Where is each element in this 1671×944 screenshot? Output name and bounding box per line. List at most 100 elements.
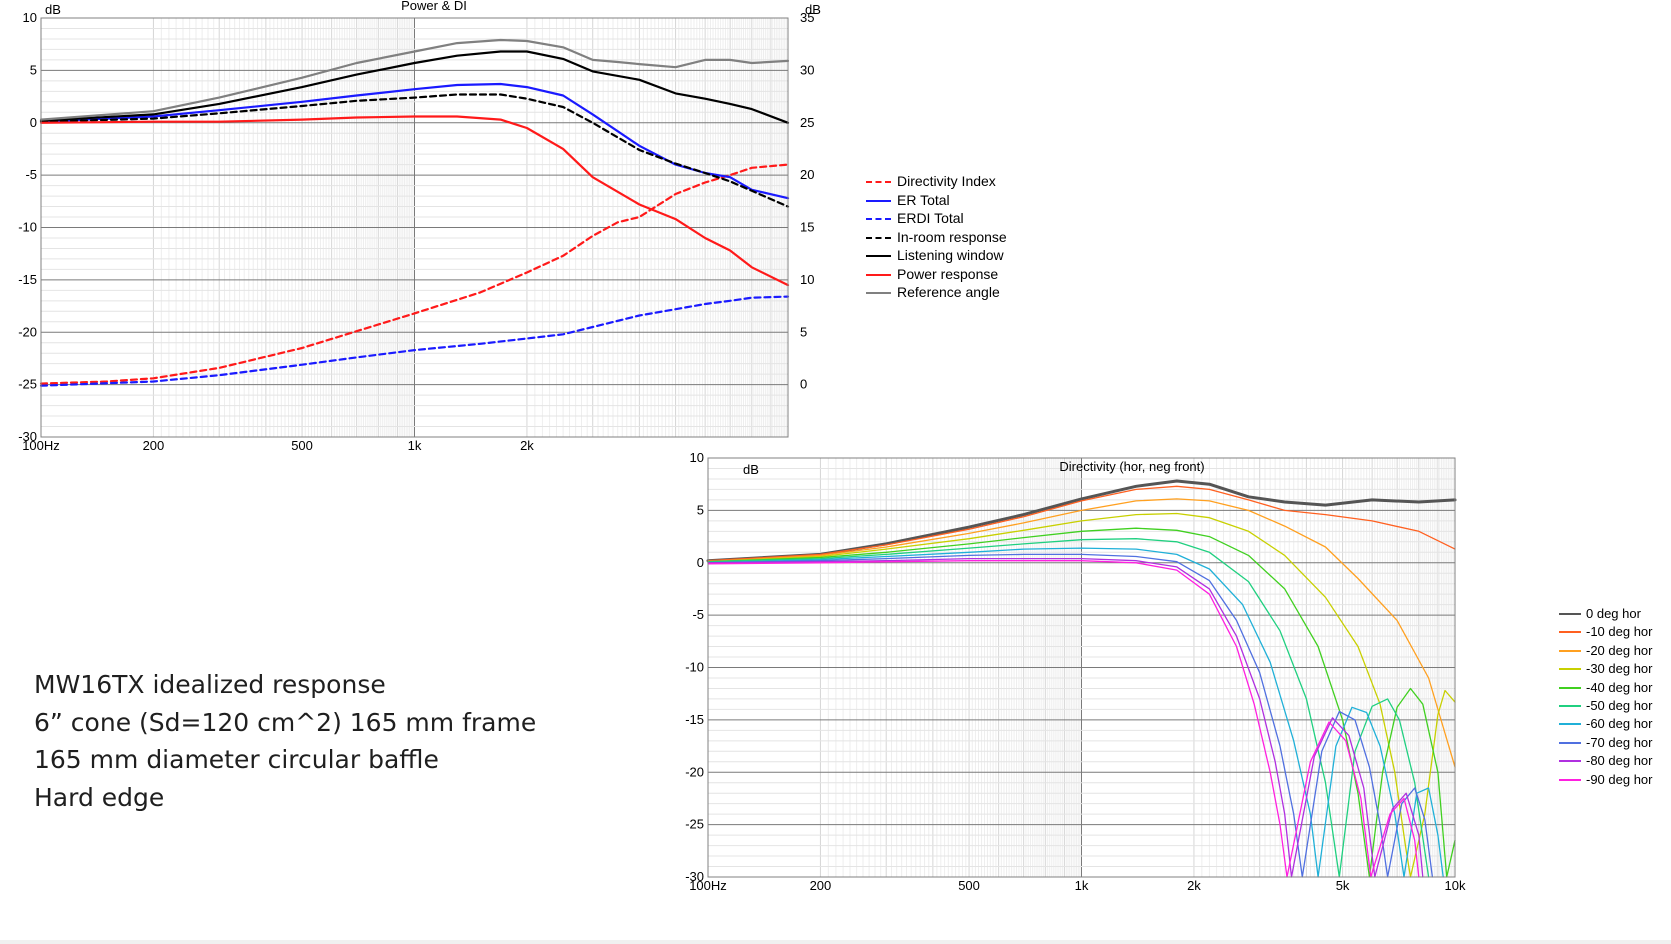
series-line-0-deg-hor — [706, 479, 1457, 563]
legend-swatch — [1559, 760, 1581, 763]
series-line--90-deg-hor — [707, 560, 1420, 878]
legend-label: -70 deg hor — [1586, 734, 1653, 750]
directivity-grid — [708, 457, 1455, 878]
power-di-title: Power & DI — [401, 0, 467, 13]
y-right-tick-label: 25 — [800, 115, 814, 130]
series-line-power-response — [39, 115, 790, 287]
legend-label: -60 deg hor — [1586, 716, 1653, 732]
series-line--20-deg-hor — [707, 498, 1456, 768]
legend-label: -30 deg hor — [1586, 661, 1653, 677]
y-tick-label: -20 — [685, 764, 704, 779]
series-line-reference-angle — [39, 38, 790, 121]
legend-swatch — [866, 199, 891, 202]
power-di-ylabel-right: dB — [805, 2, 821, 17]
legend-swatch — [1559, 631, 1581, 634]
legend-label: Directivity Index — [897, 173, 996, 189]
power-di-chart: Power & DI dB dB 10 5 0 -5 -10 -15 -20 -25 -30 3… — [18, 0, 821, 453]
y-right-tick-label: 5 — [800, 324, 807, 339]
x-tick-label: 2k — [520, 438, 534, 453]
legend-swatch — [1559, 778, 1581, 781]
legend-label: -90 deg hor — [1586, 771, 1653, 787]
legend-label: -80 deg hor — [1586, 753, 1653, 769]
legend-swatch — [866, 273, 891, 276]
legend-swatch — [1559, 723, 1581, 726]
legend-label: 0 deg hor — [1586, 606, 1641, 621]
x-tick-label: 500 — [958, 878, 980, 893]
legend-swatch — [1559, 704, 1581, 707]
y-tick-label: -25 — [685, 817, 704, 832]
y-tick-label: -5 — [692, 607, 704, 622]
legend-swatch — [1559, 613, 1581, 615]
y-tick-label: -20 — [18, 324, 37, 339]
legend-swatch — [1559, 686, 1581, 689]
x-tick-label: 10k — [1445, 878, 1466, 893]
x-tick-label: 100Hz — [22, 438, 60, 453]
legend-swatch — [1559, 649, 1581, 652]
y-right-tick-label: 15 — [800, 220, 814, 235]
legend-label: Power response — [897, 265, 999, 282]
note-line-edge: Hard edge — [34, 782, 165, 812]
y-tick-label: -30 — [685, 869, 704, 884]
legend-swatch — [866, 255, 891, 257]
x-tick-label: 2k — [1187, 878, 1201, 893]
y-tick-label: -30 — [18, 429, 37, 444]
y-right-tick-label: 20 — [800, 167, 814, 182]
speaker-description: MW16TX idealized response 6” cone (Sd=12… — [34, 666, 536, 816]
y-right-tick-label: 30 — [800, 62, 814, 77]
power-di-xticks: 100Hz 200 500 1k 2k — [22, 438, 534, 453]
legend-swatch — [866, 181, 891, 183]
y-tick-label: -15 — [685, 712, 704, 727]
series-line--10-deg-hor — [707, 485, 1456, 562]
bottom-strip — [0, 940, 1671, 944]
note-line-baffle: 165 mm diameter circular baffle — [34, 745, 439, 774]
note-line-model: MW16TX idealized response — [34, 670, 386, 699]
legend-label: -50 deg hor — [1586, 697, 1653, 713]
y-tick-label: 10 — [23, 10, 37, 25]
legend-label: Reference angle — [897, 284, 1000, 300]
series-line--80-deg-hor — [707, 557, 1424, 878]
legend-swatch — [866, 236, 891, 239]
y-right-tick-label: 0 — [800, 377, 807, 392]
series-line--30-deg-hor — [707, 512, 1456, 878]
y-tick-label: -5 — [25, 167, 37, 182]
power-di-ylabel-left: dB — [45, 2, 61, 17]
x-tick-label: 1k — [408, 438, 422, 453]
legend-label: ER Total — [897, 191, 950, 208]
series-line--70-deg-hor — [707, 553, 1434, 878]
legend-label: -10 deg hor — [1586, 624, 1653, 640]
x-tick-label: 200 — [143, 438, 165, 453]
x-tick-label: 100Hz — [689, 878, 727, 893]
x-tick-label: 5k — [1336, 878, 1350, 893]
series-line-er-total — [39, 82, 790, 200]
series-line-erdi-total — [39, 295, 790, 387]
series-line--50-deg-hor — [707, 538, 1430, 878]
y-tick-label: 5 — [697, 502, 704, 517]
y-right-tick-label: 10 — [800, 272, 814, 287]
power-di-series — [39, 38, 790, 387]
y-tick-label: 0 — [697, 555, 704, 570]
y-tick-label: -10 — [18, 220, 37, 235]
y-tick-label: -15 — [18, 272, 37, 287]
power-di-frame — [40, 17, 789, 438]
directivity-frame — [707, 457, 1456, 878]
legend-swatch — [866, 292, 891, 294]
directivity-panel-background — [700, 458, 1670, 940]
legend-swatch — [1559, 668, 1581, 671]
series-line-in-room-response — [39, 93, 790, 208]
series-line-listening-window — [39, 50, 790, 124]
series-line--60-deg-hor — [707, 547, 1444, 878]
y-tick-label: -10 — [685, 660, 704, 675]
legend-label: Listening window — [897, 247, 1004, 263]
legend-label: ERDI Total — [897, 210, 964, 226]
directivity-series — [706, 479, 1457, 878]
power-di-grid — [41, 17, 788, 438]
x-tick-label: 1k — [1075, 878, 1089, 893]
y-right-tick-label: 35 — [800, 10, 814, 25]
legend-swatch — [1559, 741, 1581, 744]
note-line-cone: 6” cone (Sd=120 cm^2) 165 mm frame — [34, 707, 537, 737]
series-line-directivity-index — [39, 163, 790, 385]
legend-swatch — [866, 218, 891, 220]
x-tick-label: 500 — [291, 438, 313, 453]
legend-label: In-room response — [897, 228, 1007, 245]
